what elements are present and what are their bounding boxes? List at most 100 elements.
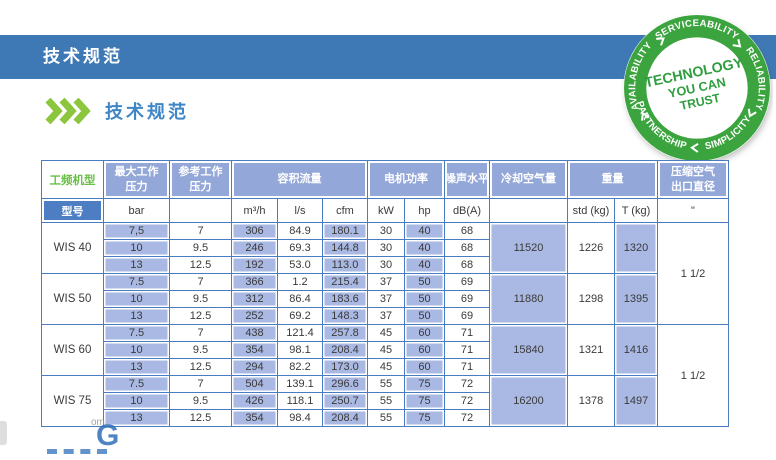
cell-ls: 69.2	[277, 307, 323, 325]
cell-cooling: 11520	[489, 222, 568, 274]
header-model-type: 工频机型	[41, 160, 104, 199]
cell-t: 1395	[614, 273, 658, 325]
cell-bar: 13	[103, 358, 170, 376]
cell-kw: 55	[367, 392, 405, 410]
model-cell-wis60: WIS 60	[41, 324, 104, 376]
cell-dba: 68	[444, 239, 490, 257]
cell-ref: 9.5	[169, 392, 232, 410]
cell-bar: 13	[103, 307, 170, 325]
cell-ls: 118.1	[277, 392, 323, 410]
unit-m3h: m³/h	[231, 198, 278, 223]
cell-dba: 69	[444, 273, 490, 291]
cell-ref: 7	[169, 222, 232, 240]
cell-hp: 60	[404, 358, 445, 376]
cell-hp: 50	[404, 307, 445, 325]
cell-bar: 10	[103, 392, 170, 410]
cell-bar: 13	[103, 256, 170, 274]
cell-ref: 9.5	[169, 341, 232, 359]
cell-kw: 37	[367, 273, 405, 291]
header-volume-flow: 容积流量	[231, 160, 368, 199]
cell-cfm: 144.8	[322, 239, 368, 257]
cell-bar: 7.5	[103, 324, 170, 342]
cell-m3h: 312	[231, 290, 278, 308]
cell-ls: 84.9	[277, 222, 323, 240]
cell-ls: 86.4	[277, 290, 323, 308]
cell-dba: 69	[444, 307, 490, 325]
cell-kw: 30	[367, 239, 405, 257]
cell-kw: 45	[367, 324, 405, 342]
cell-hp: 60	[404, 324, 445, 342]
cell-m3h: 366	[231, 273, 278, 291]
cell-hp: 50	[404, 290, 445, 308]
badge-ring	[624, 15, 770, 161]
section-heading: 技术规范	[45, 98, 189, 124]
model-cell-wis50: WIS 50	[41, 273, 104, 325]
unit-inch: "	[657, 198, 729, 223]
cell-m3h: 192	[231, 256, 278, 274]
unit-ref-empty	[169, 198, 232, 223]
header-noise-level: 噪声水平	[444, 160, 490, 199]
section-title: 技术规范	[105, 102, 189, 122]
cell-m3h: 504	[231, 375, 278, 393]
cell-bar: 10	[103, 239, 170, 257]
cell-m3h: 246	[231, 239, 278, 257]
cell-ls: 53.0	[277, 256, 323, 274]
cell-ls: 98.4	[277, 409, 323, 427]
cell-cfm: 208.4	[322, 409, 368, 427]
cell-cfm: 215.4	[322, 273, 368, 291]
cell-std: 1321	[567, 324, 615, 376]
watermark-dashes	[47, 449, 107, 454]
watermark-edge-fragment	[0, 421, 7, 445]
cell-hp: 50	[404, 273, 445, 291]
unit-model: 型号	[41, 198, 104, 223]
model-cell-wis40: WIS 40	[41, 222, 104, 274]
cell-cfm: 113.0	[322, 256, 368, 274]
cell-hp: 75	[404, 375, 445, 393]
header-ref-pressure: 参考工作 压力	[169, 160, 232, 199]
cell-m3h: 354	[231, 341, 278, 359]
unit-kw: kW	[367, 198, 405, 223]
cell-dba: 69	[444, 290, 490, 308]
spec-table: 工频机型 最大工作 压力 参考工作 压力 容积流量 电机功率 噪声水平 冷却空气…	[41, 160, 729, 427]
cell-dba: 68	[444, 256, 490, 274]
cell-t: 1320	[614, 222, 658, 274]
badge-separator-icons	[641, 37, 757, 153]
cell-cfm: 183.6	[322, 290, 368, 308]
cell-hp: 75	[404, 392, 445, 410]
unit-ls: l/s	[277, 198, 323, 223]
cell-ref: 9.5	[169, 290, 232, 308]
cell-cfm: 180.1	[322, 222, 368, 240]
cell-kw: 30	[367, 256, 405, 274]
cell-m3h: 252	[231, 307, 278, 325]
cell-ls: 139.1	[277, 375, 323, 393]
cell-m3h: 438	[231, 324, 278, 342]
cell-hp: 40	[404, 222, 445, 240]
cell-ref: 12.5	[169, 256, 232, 274]
cell-bar: 7.5	[103, 375, 170, 393]
cell-ls: 1.2	[277, 273, 323, 291]
cell-cfm: 250.7	[322, 392, 368, 410]
cell-outlet: 1 1/2	[657, 222, 729, 325]
cell-ref: 7	[169, 324, 232, 342]
header-cooling-air: 冷却空气量	[489, 160, 568, 199]
cell-t: 1497	[614, 375, 658, 427]
cell-m3h: 294	[231, 358, 278, 376]
cell-ref: 12.5	[169, 409, 232, 427]
cell-kw: 37	[367, 290, 405, 308]
unit-bar: bar	[103, 198, 170, 223]
cell-std: 1378	[567, 375, 615, 427]
cell-hp: 60	[404, 341, 445, 359]
header-max-pressure: 最大工作 压力	[103, 160, 170, 199]
cell-bar: 7.5	[103, 273, 170, 291]
cell-dba: 71	[444, 358, 490, 376]
cell-cfm: 296.6	[322, 375, 368, 393]
page-title: 技术规范	[43, 47, 123, 66]
cell-dba: 72	[444, 375, 490, 393]
unit-cfm: cfm	[322, 198, 368, 223]
cell-hp: 40	[404, 239, 445, 257]
cell-ref: 7	[169, 273, 232, 291]
cell-std: 1226	[567, 222, 615, 274]
cell-bar: 10	[103, 341, 170, 359]
cell-ls: 98.1	[277, 341, 323, 359]
trust-badge: AVAILABILITY SERVICEABILITY RELIABILITY …	[623, 14, 771, 162]
